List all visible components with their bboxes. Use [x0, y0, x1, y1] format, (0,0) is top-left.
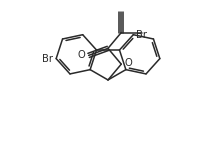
Text: O: O — [124, 58, 132, 68]
Text: O: O — [78, 50, 86, 60]
Text: Br: Br — [136, 30, 147, 40]
Text: Br: Br — [42, 54, 53, 64]
